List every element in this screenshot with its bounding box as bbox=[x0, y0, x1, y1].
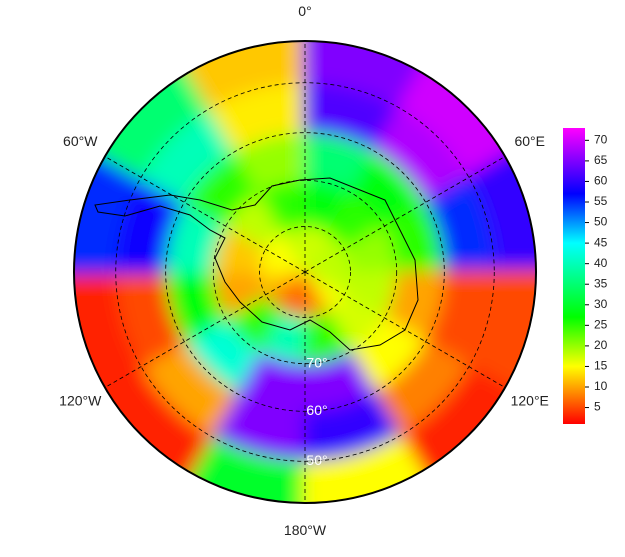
field-cell bbox=[174, 41, 308, 110]
field-cell bbox=[302, 434, 436, 503]
colorbar: 5 10 15 20 25 30 35 40 45 50 55 60 65 70 bbox=[563, 128, 608, 424]
colorbar-tick-label: 50 bbox=[594, 215, 608, 229]
colorbar-tick-label: 60 bbox=[594, 174, 608, 188]
field bbox=[74, 41, 536, 503]
colorbar-tick-label: 40 bbox=[594, 256, 608, 270]
latitude-label: 50° bbox=[306, 452, 327, 468]
colorbar-tick-label: 5 bbox=[594, 400, 601, 414]
meridian bbox=[104, 271, 306, 389]
meridian bbox=[104, 155, 306, 273]
latitude-circle bbox=[165, 132, 445, 412]
map-border bbox=[73, 40, 537, 504]
colorbar-tick-label: 10 bbox=[594, 379, 608, 393]
longitude-label: 0° bbox=[298, 3, 311, 19]
colorbar-gradient bbox=[563, 128, 585, 424]
meridian bbox=[304, 155, 506, 273]
colorbar-tick-label: 35 bbox=[594, 276, 608, 290]
colorbar-tick-label: 45 bbox=[594, 235, 608, 249]
colorbar-tick-label: 70 bbox=[594, 133, 608, 147]
colorbar-tick-label: 65 bbox=[594, 153, 608, 167]
colorbar-tick-label: 15 bbox=[594, 359, 608, 373]
longitude-label: 180°W bbox=[284, 522, 327, 538]
latitude-label: 70° bbox=[306, 354, 327, 370]
longitude-label: 120°W bbox=[59, 392, 102, 408]
coastline bbox=[94, 177, 419, 351]
labels: 0° 60°E 120°E 180°W 120°W 60°W 70° 60° 50° bbox=[59, 3, 549, 538]
cells bbox=[74, 41, 536, 503]
colorbar-tick-label: 30 bbox=[594, 297, 608, 311]
latitude-label: 60° bbox=[306, 402, 327, 418]
longitude-label: 60°E bbox=[514, 133, 545, 149]
colorbar-tick-label: 55 bbox=[594, 194, 608, 208]
longitude-label: 60°W bbox=[63, 133, 98, 149]
colorbar-tick-label: 25 bbox=[594, 318, 608, 332]
colorbar-tick-label: 20 bbox=[594, 338, 608, 352]
graticule bbox=[104, 40, 506, 504]
longitude-label: 120°E bbox=[511, 392, 549, 408]
